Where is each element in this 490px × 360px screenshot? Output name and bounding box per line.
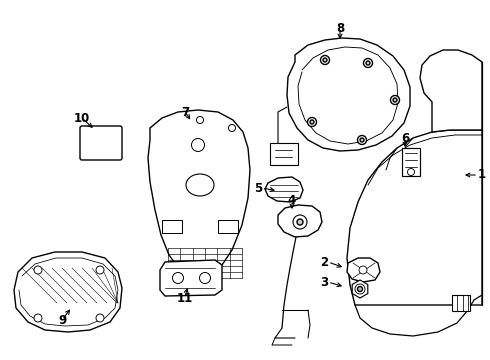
Bar [218,220,238,233]
Circle shape [393,98,397,102]
Circle shape [320,55,329,64]
Polygon shape [352,280,368,298]
Circle shape [172,273,183,284]
Circle shape [408,168,415,175]
Polygon shape [347,130,482,305]
Circle shape [196,117,203,123]
Text: 3: 3 [320,275,328,288]
Circle shape [34,314,42,322]
Circle shape [360,138,364,142]
Text: 2: 2 [320,256,328,269]
Circle shape [366,61,370,65]
Bar [452,295,470,311]
Text: 4: 4 [288,194,296,207]
Circle shape [96,314,104,322]
Circle shape [34,266,42,274]
Circle shape [310,120,314,124]
Polygon shape [265,177,303,202]
Bar [162,220,182,233]
Circle shape [96,266,104,274]
Polygon shape [148,110,250,278]
Text: 6: 6 [401,131,409,144]
Circle shape [293,215,307,229]
Text: 8: 8 [336,22,344,35]
Circle shape [297,219,303,225]
Circle shape [308,117,317,126]
Circle shape [323,58,327,62]
Text: 9: 9 [58,314,66,327]
Text: 1: 1 [478,168,486,181]
Text: 10: 10 [74,112,90,125]
Circle shape [364,58,372,68]
Bar [402,148,420,176]
Text: 11: 11 [177,292,193,305]
Circle shape [199,273,211,284]
Text: 7: 7 [181,105,189,118]
Circle shape [228,125,236,131]
Circle shape [355,284,365,294]
Circle shape [192,139,204,152]
Polygon shape [347,258,380,282]
Ellipse shape [186,174,214,196]
Polygon shape [420,50,482,132]
Circle shape [358,135,367,144]
FancyBboxPatch shape [80,126,122,160]
Circle shape [359,266,367,274]
Bar [270,143,298,165]
Circle shape [391,95,399,104]
Polygon shape [14,252,122,332]
Text: 5: 5 [254,181,262,194]
Polygon shape [160,260,222,296]
Polygon shape [278,205,322,237]
Polygon shape [287,38,410,151]
Circle shape [358,287,363,292]
